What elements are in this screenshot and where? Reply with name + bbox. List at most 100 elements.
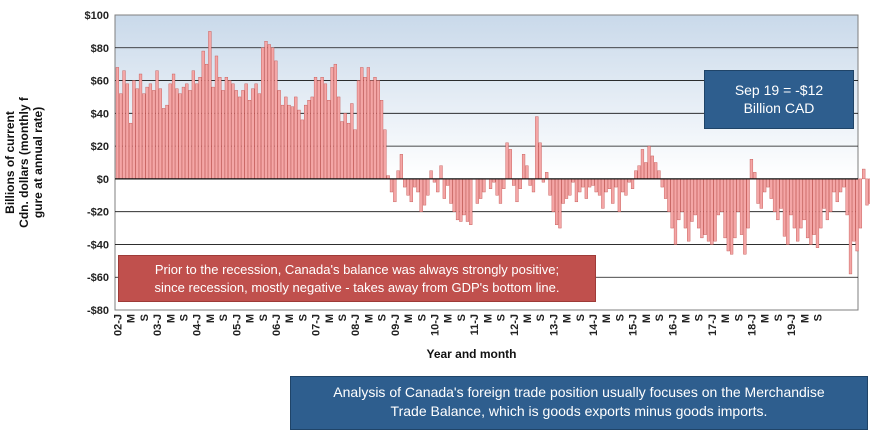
- bar: [350, 103, 354, 180]
- bar: [340, 121, 344, 180]
- bar: [231, 83, 235, 180]
- bar: [195, 83, 199, 180]
- x-tick-label: M: [760, 314, 772, 323]
- bar: [706, 178, 711, 242]
- bar: [148, 83, 153, 180]
- bar: [743, 178, 747, 255]
- bar: [129, 122, 133, 180]
- x-tick-label: 13-J: [548, 314, 560, 336]
- bar: [604, 178, 608, 193]
- bar: [538, 142, 542, 180]
- bar: [716, 178, 721, 216]
- x-tick-label: M: [403, 314, 415, 323]
- x-tick-label: 16-J: [667, 314, 679, 336]
- bar: [175, 88, 179, 180]
- bar: [713, 178, 717, 242]
- bar: [812, 178, 816, 235]
- bar: [819, 178, 823, 229]
- x-tick-label: 14-J: [588, 314, 600, 336]
- bar: [218, 77, 222, 180]
- bar: [267, 44, 271, 180]
- x-tick-label: M: [364, 314, 376, 323]
- bar: [723, 178, 727, 239]
- x-tick-label: S: [535, 314, 547, 321]
- bar: [848, 178, 853, 275]
- x-tick-label: S: [575, 314, 587, 321]
- bar: [700, 178, 704, 239]
- bar: [746, 178, 750, 229]
- bar: [759, 178, 763, 209]
- x-tick-label: S: [377, 314, 389, 321]
- bar: [277, 90, 281, 180]
- bar: [578, 178, 582, 193]
- bar: [739, 178, 744, 235]
- bar: [191, 70, 195, 180]
- bar: [125, 83, 129, 180]
- bar: [346, 122, 351, 180]
- x-tick-label: S: [654, 314, 666, 321]
- bar: [356, 80, 361, 180]
- bar: [185, 83, 189, 180]
- bar: [330, 67, 334, 180]
- bar: [310, 96, 314, 180]
- bar: [479, 178, 483, 199]
- bar: [644, 162, 648, 180]
- bar: [406, 178, 410, 196]
- bar: [469, 178, 473, 225]
- x-tick-label: S: [179, 314, 191, 321]
- bar: [776, 178, 780, 221]
- bar: [657, 170, 661, 180]
- x-tick-label: 03-J: [152, 314, 164, 336]
- bar: [370, 80, 374, 180]
- bar: [845, 178, 849, 216]
- bar: [858, 178, 863, 229]
- bar: [796, 178, 800, 242]
- x-tick-label: M: [443, 314, 455, 323]
- y-tick-label: -$60: [87, 272, 109, 284]
- y-tick-label: $20: [91, 141, 109, 153]
- bar: [280, 104, 285, 180]
- x-tick-label: M: [245, 314, 257, 323]
- x-tick-label: S: [337, 314, 349, 321]
- x-tick-label: 04-J: [192, 314, 204, 336]
- bar: [825, 178, 829, 221]
- x-tick-label: 07-J: [311, 314, 323, 336]
- bar: [393, 178, 397, 203]
- y-axis-title-line: gure at annual rate): [31, 107, 45, 218]
- analysis-annotation-line-2: Trade Balance, which is goods exports mi…: [390, 403, 768, 419]
- bar: [221, 90, 225, 180]
- bar: [637, 165, 641, 180]
- bar: [155, 70, 159, 180]
- bar: [551, 178, 555, 212]
- bar: [333, 63, 337, 180]
- bar: [835, 178, 839, 203]
- bar: [730, 178, 734, 255]
- bar: [132, 80, 136, 180]
- bar: [409, 178, 413, 203]
- y-tick-label: $60: [91, 76, 109, 88]
- x-tick-label: M: [324, 314, 336, 323]
- bar: [868, 178, 870, 204]
- bar: [763, 178, 767, 193]
- x-tick-label: 10-J: [430, 314, 442, 336]
- bar: [518, 178, 522, 189]
- y-tick-label: -$40: [87, 239, 109, 251]
- bar: [614, 178, 618, 188]
- bar: [696, 178, 701, 229]
- bar: [320, 77, 324, 180]
- bar: [736, 178, 740, 212]
- bar: [396, 170, 400, 180]
- bar: [597, 178, 602, 196]
- bar: [228, 80, 232, 180]
- bar: [555, 178, 559, 225]
- y-axis: $100 $80 $60 $40 $20 $0 -$20 -$40 -$60 -$80: [85, 10, 109, 317]
- bar: [482, 178, 486, 193]
- bar: [862, 168, 866, 180]
- bar: [624, 178, 628, 196]
- bar: [459, 178, 463, 222]
- bar: [789, 178, 793, 216]
- bar: [621, 178, 625, 193]
- bar: [360, 67, 364, 180]
- bar: [119, 93, 123, 180]
